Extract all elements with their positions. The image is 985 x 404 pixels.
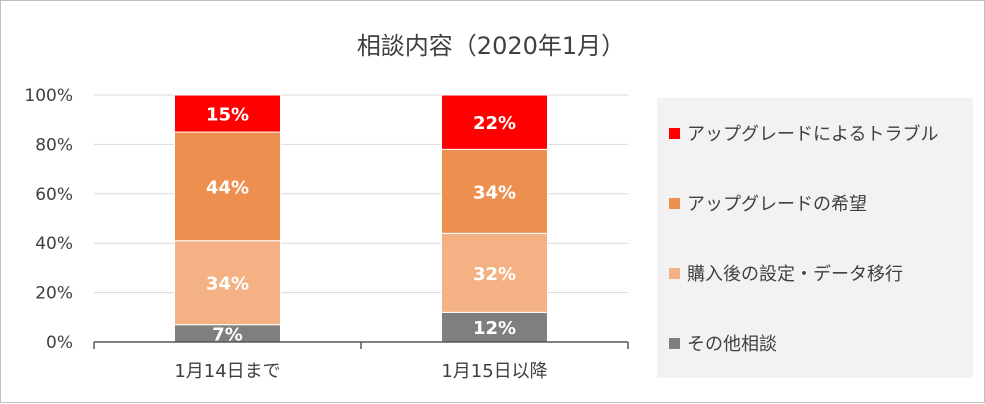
data-label: 15% bbox=[206, 105, 249, 126]
axes: 0% 20% 40% 60% 80% 100% 1月14日まで 1月15日以降 bbox=[24, 86, 629, 382]
bar-segment bbox=[441, 148, 548, 234]
bar-segment bbox=[174, 240, 281, 326]
data-label: 44% bbox=[206, 177, 249, 198]
bar-segment bbox=[441, 94, 548, 150]
y-tick-label: 20% bbox=[35, 284, 73, 304]
data-label: 32% bbox=[473, 264, 516, 285]
legend-swatch bbox=[669, 198, 680, 209]
y-tick-label: 0% bbox=[46, 333, 73, 353]
legend-label: その他相談 bbox=[687, 334, 777, 355]
bar-segment bbox=[174, 131, 281, 242]
data-label: 34% bbox=[206, 274, 249, 295]
legend-swatch bbox=[669, 338, 680, 349]
y-tick-label: 60% bbox=[35, 185, 73, 205]
y-tick-label: 40% bbox=[35, 234, 73, 254]
data-label: 7% bbox=[212, 324, 243, 345]
bars: 7% 34% 44% 15% 12% 32% 34% 22% bbox=[174, 94, 548, 345]
legend-swatch bbox=[669, 128, 680, 139]
chart-title: 相談内容（2020年1月） bbox=[357, 32, 625, 60]
x-category-label: 1月14日まで bbox=[174, 361, 280, 382]
legend-label: アップグレードの希望 bbox=[687, 194, 867, 215]
data-label: 12% bbox=[473, 318, 516, 339]
x-category-label: 1月15日以降 bbox=[441, 361, 547, 382]
y-tick-label: 80% bbox=[35, 135, 73, 155]
data-label: 34% bbox=[473, 182, 516, 203]
legend-label: 購入後の設定・データ移行 bbox=[687, 264, 903, 285]
legend-label: アップグレードによるトラブル bbox=[687, 123, 938, 145]
bar-segment bbox=[441, 232, 548, 313]
bar-segment bbox=[174, 94, 281, 133]
legend: アップグレードによるトラブルアップグレードの希望購入後の設定・データ移行その他相… bbox=[669, 123, 938, 355]
bar-segment bbox=[441, 311, 548, 343]
legend-swatch bbox=[669, 268, 680, 279]
y-tick-label: 100% bbox=[24, 86, 73, 106]
legend-background bbox=[657, 98, 973, 378]
data-label: 22% bbox=[473, 113, 516, 134]
